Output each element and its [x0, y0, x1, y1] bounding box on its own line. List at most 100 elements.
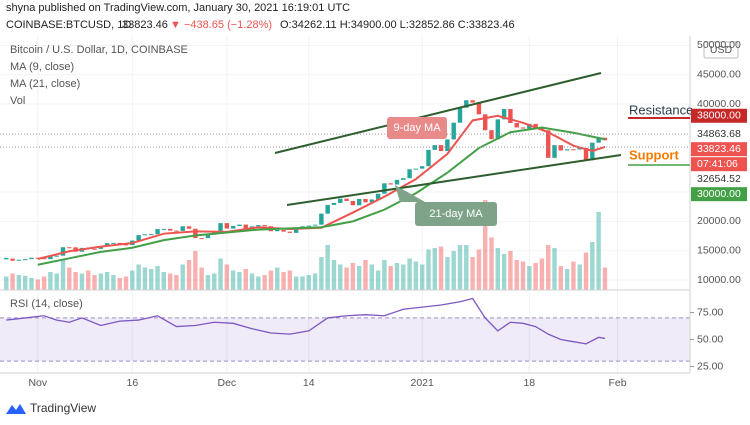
candle [413, 168, 419, 170]
candle [350, 200, 356, 206]
brand-name: TradingView [30, 401, 96, 415]
candle [155, 229, 160, 235]
symbol: COINBASE:BTCUSD, 1D [6, 19, 131, 31]
rsi-band [0, 317, 690, 362]
upper-trendline [274, 72, 602, 154]
volume-bar [464, 245, 469, 290]
x-tick-label: Dec [218, 377, 237, 389]
price-label-box [691, 157, 747, 172]
volume-bar [539, 258, 545, 290]
volume-bar [514, 260, 519, 290]
candle [205, 234, 211, 239]
y-tick-label: 75.00 [697, 306, 723, 318]
volume-bar [489, 237, 494, 290]
candle [29, 257, 34, 260]
volume-bar [558, 266, 564, 290]
candle [174, 230, 179, 232]
volume-bar [508, 251, 513, 290]
candle [464, 100, 469, 108]
chart-title: Bitcoin / U.S. Dollar, 1D, COINBASE [10, 44, 188, 56]
candle [98, 246, 104, 249]
candle [161, 228, 167, 230]
volume-bar [256, 276, 261, 290]
x-tick-label: Nov [28, 377, 47, 389]
y-tick-label: 40000.00 [697, 98, 741, 110]
volume-bar [193, 251, 198, 290]
candle [501, 109, 507, 120]
candle [306, 225, 311, 227]
candle [432, 145, 437, 150]
volume-bar [457, 245, 463, 290]
volume-bar [117, 278, 122, 290]
legend-entry: MA (9, close) [10, 61, 74, 73]
candle [564, 149, 570, 151]
volume-bar [476, 249, 482, 290]
price-label: 32654.52 [697, 173, 741, 185]
candle [186, 226, 192, 229]
volume-bar [130, 270, 135, 290]
candle [489, 130, 494, 140]
candle [16, 259, 22, 261]
currency: USD [710, 44, 733, 56]
volume-bar [86, 270, 91, 290]
price-label: 30000.00 [697, 188, 741, 200]
volume-bar [180, 264, 185, 290]
annotation-box [387, 117, 447, 139]
x-tick-label: 14 [303, 377, 315, 389]
candle [237, 224, 242, 226]
volume-bar [520, 261, 526, 290]
volume-bar [583, 252, 589, 290]
candle [142, 234, 148, 236]
volume-bar [199, 267, 204, 290]
volume-bar [602, 267, 608, 290]
volume-bar [224, 264, 230, 290]
volume-bar [48, 272, 53, 290]
candle [10, 258, 15, 261]
candle [193, 228, 198, 239]
candle [483, 114, 488, 131]
legend-entry: Vol [10, 95, 25, 107]
volume-bar [495, 248, 501, 290]
price-change: ▼ −438.65 (−1.28%) [170, 19, 272, 31]
candle [388, 183, 393, 185]
candle [325, 204, 330, 214]
y-tick-label: 50000.00 [697, 39, 741, 51]
volume-bar [104, 272, 110, 290]
volume-bar [350, 263, 356, 290]
volume-bar [161, 272, 167, 290]
candle [312, 224, 318, 226]
y-tick-label: 15000.00 [697, 244, 741, 256]
volume-bar [136, 264, 141, 290]
candle [281, 229, 286, 232]
candle [111, 242, 116, 244]
rsi-title: RSI (14, close) [10, 298, 83, 310]
volume-bar [394, 263, 400, 290]
volume-bar [401, 264, 406, 290]
candle [426, 149, 431, 167]
volume-bar [174, 275, 179, 290]
candle [457, 107, 463, 123]
volume-bar [533, 263, 538, 290]
candle [514, 122, 519, 128]
volume-bar [67, 267, 72, 290]
volume-bar [167, 273, 173, 290]
volume-bar [363, 260, 368, 290]
volume-bar [123, 276, 129, 290]
volume-bar [325, 245, 330, 290]
candle [470, 100, 475, 103]
plot-area [0, 36, 690, 373]
volume-bar [142, 267, 148, 290]
candle [571, 149, 576, 151]
annotation: 9-day MA [393, 122, 441, 134]
volume-bar [596, 212, 601, 290]
brand: TradingView [6, 401, 96, 415]
candle [67, 247, 72, 249]
candle [520, 127, 526, 129]
candle [293, 228, 299, 233]
volume-bar [413, 261, 419, 290]
volume-bar [483, 200, 488, 290]
last-price: 33823.46 [122, 19, 168, 31]
volume-bar [552, 248, 557, 290]
candle [356, 198, 362, 206]
